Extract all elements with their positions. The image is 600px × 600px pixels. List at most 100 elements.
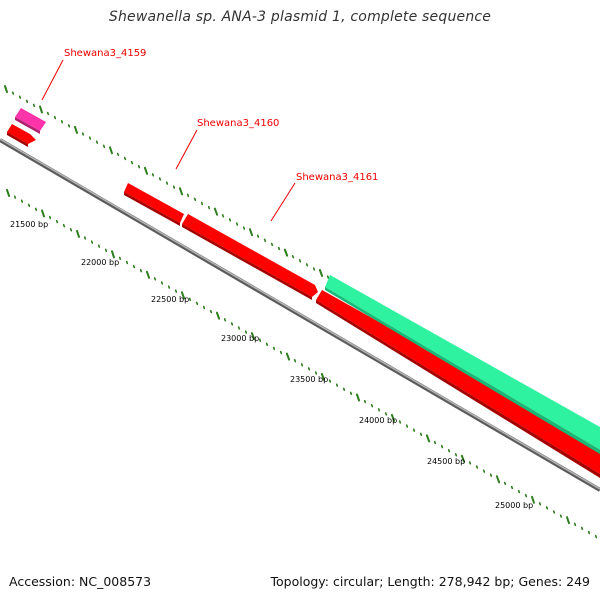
minor-tick [237, 326, 241, 330]
minor-tick [587, 530, 591, 535]
gene-arrow-red-small[interactable] [7, 124, 36, 147]
inner-tick-marks [6, 189, 598, 539]
minor-tick [125, 260, 129, 265]
minor-tick [221, 214, 225, 218]
minor-tick [291, 255, 295, 259]
gene-arrow-shewana3-4160[interactable] [124, 183, 184, 226]
minor-tick [53, 115, 57, 120]
major-tick [215, 311, 221, 320]
minor-tick [277, 246, 281, 251]
minor-tick [307, 367, 311, 371]
minor-tick [230, 322, 234, 326]
bp-label-25000: 25000 bp [495, 501, 533, 510]
minor-tick [104, 248, 108, 252]
major-tick [6, 189, 11, 197]
minor-tick [454, 453, 458, 457]
minor-tick [242, 226, 246, 230]
minor-tick [172, 185, 176, 189]
major-tick [178, 187, 184, 196]
minor-tick [60, 120, 64, 124]
minor-tick [32, 103, 36, 108]
gene-label-shewana3-4160[interactable]: Shewana3_4160 [197, 118, 279, 129]
minor-tick [228, 218, 232, 222]
minor-tick [272, 346, 276, 351]
minor-tick [62, 224, 66, 228]
sequence-backbone [0, 138, 600, 492]
sequence-summary-text: Topology: circular; Length: 278,942 bp; … [270, 574, 591, 589]
minor-tick [207, 205, 211, 210]
minor-tick [102, 144, 106, 148]
minor-tick [20, 199, 24, 203]
minor-tick [97, 244, 101, 248]
bp-label-24500: 24500 bp [427, 457, 465, 466]
minor-tick [83, 236, 87, 240]
gene-arrow-cyan[interactable] [325, 275, 600, 454]
minor-tick [139, 268, 143, 273]
minor-tick [314, 371, 318, 375]
minor-tick [335, 383, 339, 387]
minor-tick [258, 338, 262, 342]
major-tick [109, 146, 113, 155]
gene-arrow-red-long[interactable] [316, 290, 600, 478]
minor-tick [174, 289, 178, 293]
minor-tick [538, 502, 542, 506]
bp-label-23500: 23500 bp [290, 375, 328, 384]
minor-tick [326, 275, 330, 279]
minor-tick [200, 201, 204, 206]
minor-tick [18, 95, 22, 99]
major-tick [213, 207, 219, 216]
minor-tick [510, 485, 514, 490]
minor-tick [412, 428, 416, 432]
minor-tick [475, 465, 479, 469]
minor-tick [468, 461, 472, 465]
major-tick [4, 85, 8, 93]
minor-tick [25, 99, 29, 103]
map-title: Shewanella sp. ANA-3 plasmid 1, complete… [108, 9, 492, 25]
major-tick [566, 516, 570, 525]
major-tick [250, 332, 256, 341]
minor-tick [300, 363, 304, 367]
minor-tick [193, 197, 197, 202]
gene-label-shewana3-4159[interactable]: Shewana3_4159 [64, 48, 146, 59]
gene-label-shewana3-4161[interactable]: Shewana3_4161 [296, 172, 378, 183]
minor-tick [263, 238, 267, 242]
bp-label-22000: 22000 bp [81, 258, 119, 267]
gene-arrow-shewana3-4161[interactable] [182, 214, 318, 300]
minor-tick [202, 305, 206, 310]
minor-tick [545, 506, 549, 510]
minor-tick [116, 152, 120, 157]
minor-tick [559, 514, 563, 518]
minor-tick [328, 379, 332, 383]
minor-tick [312, 267, 316, 271]
minor-tick [552, 510, 556, 514]
minor-tick [137, 165, 141, 169]
major-tick [531, 495, 535, 504]
minor-tick [48, 215, 52, 220]
major-tick [76, 229, 80, 238]
minor-tick [419, 432, 423, 437]
minor-tick [370, 403, 374, 408]
major-tick [355, 393, 361, 402]
minor-tick [279, 350, 283, 355]
minor-tick [123, 156, 127, 161]
minor-tick [67, 124, 71, 128]
bp-label-24000: 24000 bp [359, 416, 397, 425]
minor-tick [165, 181, 169, 185]
minor-tick [517, 489, 521, 494]
minor-tick [524, 493, 528, 498]
minor-tick [447, 448, 451, 453]
minor-tick [223, 318, 227, 322]
minor-tick [188, 297, 192, 302]
major-tick [39, 105, 43, 114]
minor-tick [167, 285, 171, 289]
major-tick [425, 434, 431, 443]
minor-tick [132, 264, 136, 269]
minor-tick [270, 242, 274, 247]
gene-arrow-magenta[interactable] [15, 108, 46, 134]
major-tick [74, 125, 78, 134]
minor-tick [384, 412, 388, 416]
minor-tick [580, 526, 584, 531]
minor-tick [482, 469, 486, 473]
